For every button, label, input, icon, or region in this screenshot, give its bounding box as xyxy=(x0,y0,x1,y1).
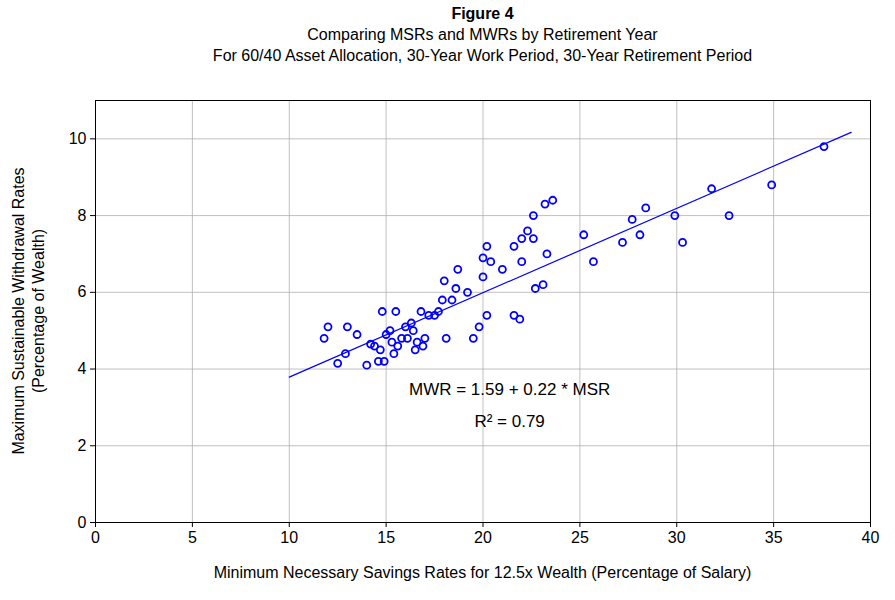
svg-text:6: 6 xyxy=(78,283,87,300)
svg-text:5: 5 xyxy=(188,529,197,546)
svg-text:30: 30 xyxy=(668,529,686,546)
html-text:For 60/40 Asset Allocation, 30: For 60/40 Asset Allocation, 30-Year Work… xyxy=(212,47,753,64)
html-text:Comparing MSRs and MWRs by Ret: Comparing MSRs and MWRs by Retirement Ye… xyxy=(307,26,658,43)
svg-text:15: 15 xyxy=(377,529,395,546)
svg-text:10: 10 xyxy=(280,529,298,546)
svg-text:MWR = 1.59 + 0.22 * MSR: MWR = 1.59 + 0.22 * MSR xyxy=(409,380,610,399)
svg-text:25: 25 xyxy=(571,529,589,546)
svg-text:40: 40 xyxy=(862,529,880,546)
svg-text:2: 2 xyxy=(78,437,87,454)
svg-text:10: 10 xyxy=(69,130,87,147)
svg-text:Maximum Sustainable Withdrawal: Maximum Sustainable Withdrawal Rates xyxy=(10,167,27,454)
svg-text:8: 8 xyxy=(78,207,87,224)
svg-text:0: 0 xyxy=(78,514,87,531)
svg-text:35: 35 xyxy=(765,529,783,546)
svg-text:(Percentage of Wealth): (Percentage of Wealth) xyxy=(30,229,47,393)
svg-text:0: 0 xyxy=(91,529,100,546)
html-text:Figure 4: Figure 4 xyxy=(451,5,514,22)
svg-text:20: 20 xyxy=(474,529,492,546)
svg-text:R² = 0.79: R² = 0.79 xyxy=(474,412,544,431)
svg-text:4: 4 xyxy=(78,360,87,377)
svg-text:Minimum Necessary Savings Rate: Minimum Necessary Savings Rates for 12.5… xyxy=(214,564,752,581)
